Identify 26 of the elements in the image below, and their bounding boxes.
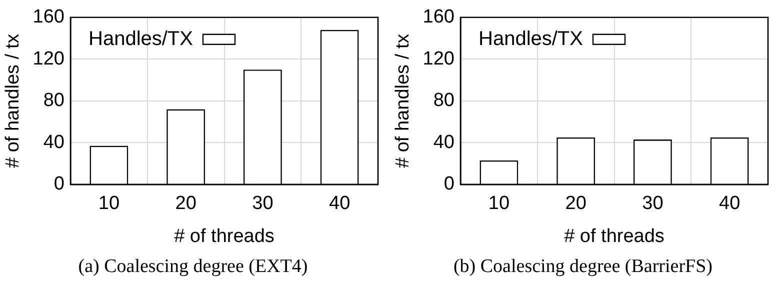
text: (a) Coalescing degree (EXT4) bbox=[78, 256, 308, 278]
x-tick-label: 20 bbox=[175, 193, 196, 214]
x-tick-label: 20 bbox=[565, 193, 586, 214]
x-tick-label: 10 bbox=[98, 193, 120, 214]
x-axis-title: # of threads bbox=[174, 226, 274, 247]
y-tick-label: 40 bbox=[43, 132, 64, 153]
x-tick-label: 30 bbox=[252, 193, 274, 214]
x-tick-label: 10 bbox=[488, 193, 510, 214]
y-axis-title: # of handles / tx bbox=[392, 33, 414, 168]
legend-label: Handles/TX bbox=[88, 28, 193, 50]
text: (b) Coalescing degree (BarrierFS) bbox=[453, 256, 713, 278]
y-tick-label: 160 bbox=[32, 6, 64, 28]
y-tick-label: 80 bbox=[43, 90, 64, 112]
x-axis-title: # of threads bbox=[564, 226, 664, 247]
x-tick-label: 30 bbox=[642, 193, 664, 214]
y-tick-label: 120 bbox=[422, 48, 454, 70]
legend-label: Handles/TX bbox=[478, 28, 583, 50]
x-tick-label: 40 bbox=[718, 193, 740, 214]
y-tick-label: 160 bbox=[422, 6, 454, 28]
x-tick-label: 40 bbox=[328, 193, 350, 214]
y-tick-label: 120 bbox=[32, 48, 64, 70]
y-tick-label: 40 bbox=[433, 132, 454, 153]
y-tick-label: 0 bbox=[54, 174, 64, 195]
y-tick-label: 80 bbox=[433, 90, 454, 112]
y-tick-label: 0 bbox=[444, 174, 454, 195]
y-axis-title: # of handles / tx bbox=[2, 33, 24, 168]
